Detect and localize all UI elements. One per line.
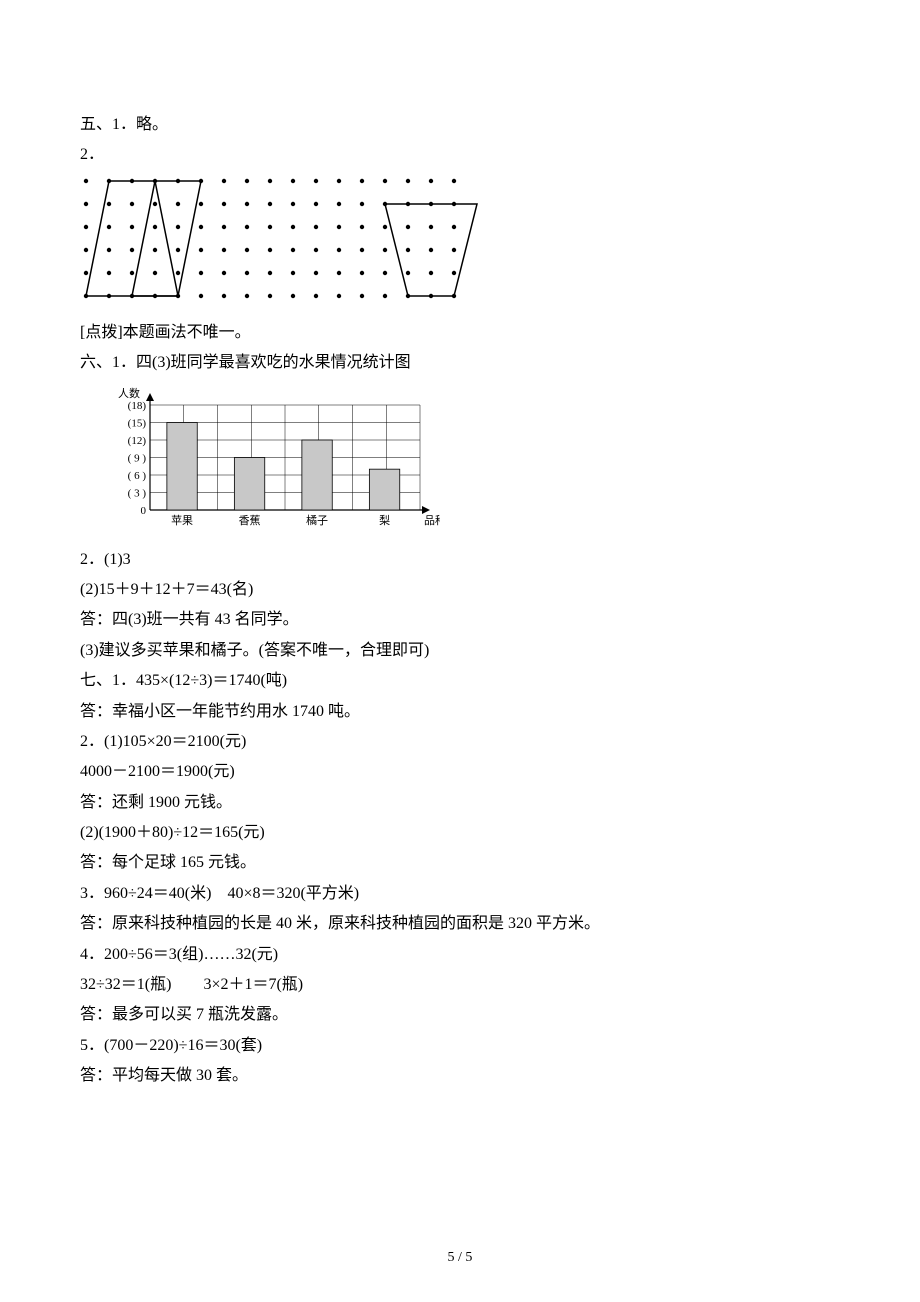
section6-header: 六、1．四(3)班同学最喜欢吃的水果情况统计图	[80, 348, 840, 378]
svg-text:人数: 人数	[118, 387, 140, 400]
s7-l2: 答：幸福小区一年能节约用水 1740 吨。	[80, 697, 840, 727]
svg-text:香蕉: 香蕉	[239, 514, 261, 527]
s7-l13: 5．(700－220)÷16＝30(套)	[80, 1031, 840, 1061]
s6-i2-l1: 2．(1)3	[80, 545, 840, 575]
s7-l10: 4．200÷56＝3(组)……32(元)	[80, 940, 840, 970]
svg-text:(15): (15)	[128, 417, 147, 429]
svg-text:(18): (18)	[128, 400, 147, 412]
svg-text:(12): (12)	[128, 435, 147, 447]
svg-text:品种: 品种	[424, 513, 440, 527]
page-number: 5 / 5	[0, 1245, 920, 1272]
svg-text:苹果: 苹果	[171, 513, 193, 527]
svg-text:橘子: 橘子	[306, 514, 328, 527]
section5-header: 五、1．略。	[80, 110, 840, 140]
s6-i2-l3: 答：四(3)班一共有 43 名同学。	[80, 605, 840, 635]
s7-l8: 3．960÷24＝40(米) 40×8＝320(平方米)	[80, 879, 840, 909]
svg-text:0: 0	[141, 505, 147, 517]
svg-text:( 3 ): ( 3 )	[128, 487, 147, 499]
svg-text:( 6 ): ( 6 )	[128, 470, 147, 482]
svg-text:( 9 ): ( 9 )	[128, 452, 147, 464]
s7-l7: 答：每个足球 165 元钱。	[80, 848, 840, 878]
section5-note: [点拨]本题画法不唯一。	[80, 318, 840, 348]
dot-grid-figure	[80, 175, 480, 310]
s7-l1: 七、1．435×(12÷3)＝1740(吨)	[80, 666, 840, 696]
s7-l5: 答：还剩 1900 元钱。	[80, 788, 840, 818]
s7-l12: 答：最多可以买 7 瓶洗发露。	[80, 1000, 840, 1030]
s7-l9: 答：原来科技种植园的长是 40 米，原来科技种植园的面积是 320 平方米。	[80, 909, 840, 939]
svg-text:梨: 梨	[379, 513, 390, 527]
s7-l11: 32÷32＝1(瓶) 3×2＋1＝7(瓶)	[80, 970, 840, 1000]
s7-l3: 2．(1)105×20＝2100(元)	[80, 727, 840, 757]
s6-i2-l4: (3)建议多买苹果和橘子。(答案不唯一，合理即可)	[80, 636, 840, 666]
s7-l4: 4000－2100＝1900(元)	[80, 757, 840, 787]
section5-item2-label: 2．	[80, 140, 840, 170]
s7-l6: (2)(1900＋80)÷12＝165(元)	[80, 818, 840, 848]
bar-chart-figure: 人数(18) (15) (12) ( 9 ) ( 6 ) ( 3 ) 0 苹果 香蕉 橘子 梨 品种	[100, 385, 440, 535]
s6-i2-l2: (2)15＋9＋12＋7＝43(名)	[80, 575, 840, 605]
s7-l14: 答：平均每天做 30 套。	[80, 1061, 840, 1091]
